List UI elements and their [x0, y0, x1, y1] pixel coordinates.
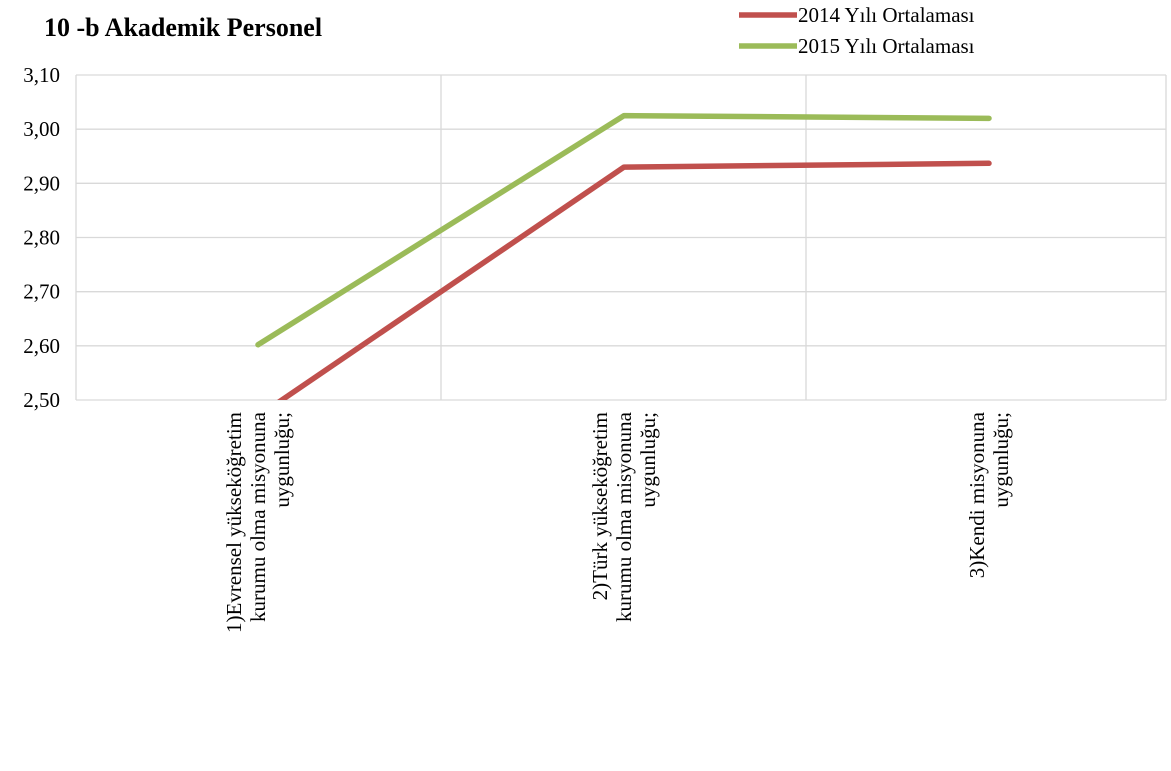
y-tick-label: 2,60: [23, 334, 60, 358]
x-category-label-line: uygunluğu;: [989, 412, 1013, 508]
legend-label: 2015 Yılı Ortalaması: [798, 34, 975, 58]
legend-item: 2014 Yılı Ortalaması: [739, 3, 975, 27]
x-category-label: 1)Evrensel yükseköğretim kurumu olma misy…: [222, 411, 294, 633]
y-axis: 2,50 2,60 2,70 2,80 2,90 3,00 3,10: [23, 63, 60, 412]
y-tick-label: 3,10: [23, 63, 60, 87]
y-tick-label: 2,90: [23, 171, 60, 195]
x-category-label-line: kurumu olma misyonuna: [612, 411, 636, 622]
x-category-label-line: uygunluğu;: [270, 412, 294, 508]
x-category-label-line: 2)Türk yükseköğretim: [588, 412, 612, 600]
x-category-label: 3)Kendi misyonuna uygunluğu;: [965, 411, 1013, 578]
y-tick-label: 2,50: [23, 388, 60, 412]
x-category-label-line: kurumu olma misyonuna: [246, 411, 270, 622]
x-category-label-line: 1)Evrensel yükseköğretim: [222, 412, 246, 633]
series-lines: [255, 112, 992, 400]
legend-item: 2015 Yılı Ortalaması: [739, 34, 975, 58]
x-category-label-line: uygunluğu;: [636, 412, 660, 508]
x-category-label: 2)Türk yükseköğretim kurumu olma misyonun…: [588, 411, 660, 622]
series-line: [276, 160, 992, 400]
chart-title: 10 -b Akademik Personel: [44, 13, 322, 42]
legend: 2014 Yılı Ortalaması 2015 Yılı Ortalaması: [739, 3, 975, 58]
grid: [75, 74, 1167, 401]
x-category-label-line: 3)Kendi misyonuna: [965, 411, 989, 578]
x-axis: 1)Evrensel yükseköğretim kurumu olma misy…: [222, 411, 1013, 633]
y-tick-label: 2,70: [23, 280, 60, 304]
y-tick-label: 3,00: [23, 117, 60, 141]
y-tick-label: 2,80: [23, 226, 60, 250]
legend-label: 2014 Yılı Ortalaması: [798, 3, 975, 27]
series-line: [255, 112, 992, 348]
